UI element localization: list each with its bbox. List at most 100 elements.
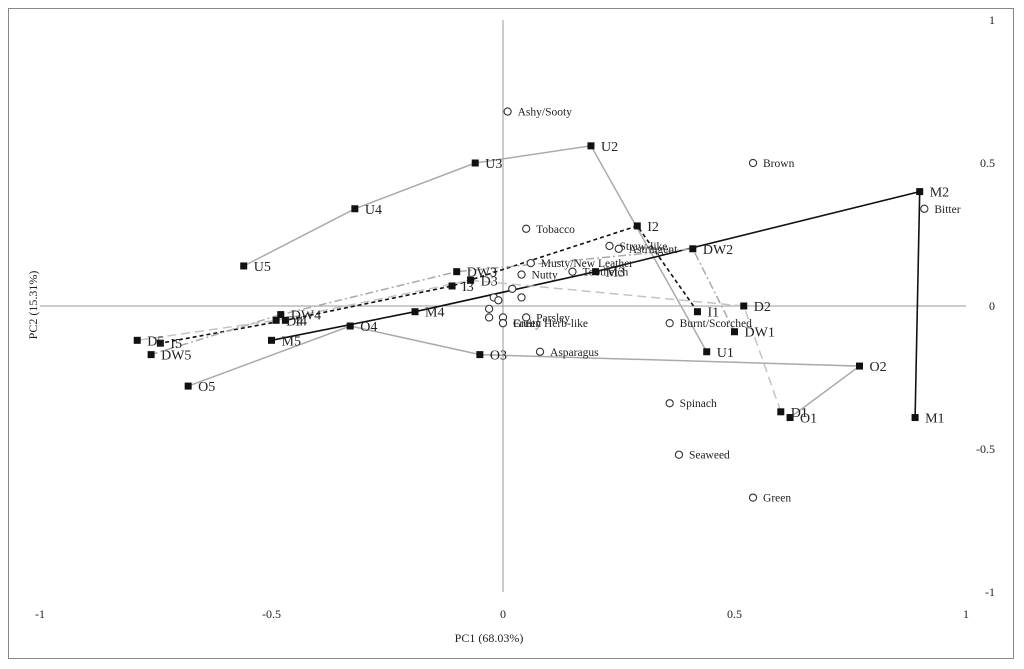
sample-marker <box>731 328 738 336</box>
y-tick-label: 0 <box>989 299 995 313</box>
attribute-marker <box>920 204 929 213</box>
sample-label: I1 <box>707 306 719 321</box>
series-line-dw <box>150 248 736 356</box>
sample-label: DW2 <box>703 243 733 258</box>
series-line-m <box>271 190 921 418</box>
sample-label: M1 <box>925 412 944 427</box>
sample-marker <box>592 268 600 276</box>
attribute-label: Burnt/Scorched <box>680 318 752 330</box>
sample-marker <box>156 339 164 347</box>
sample-marker <box>281 316 289 324</box>
attribute-marker <box>526 258 535 268</box>
attribute-label: Tobacco <box>536 224 575 236</box>
attribute-marker <box>568 267 577 276</box>
attribute-marker <box>748 493 758 502</box>
attribute-label: Musty/New Leather <box>541 258 633 270</box>
sample-marker <box>133 336 141 344</box>
attribute-label: Nutty <box>532 270 558 282</box>
attribute-marker <box>503 107 512 116</box>
sample-label: I3 <box>462 280 474 295</box>
attribute-marker <box>522 224 531 233</box>
x-tick-label: 0 <box>500 607 506 621</box>
attribute-marker <box>498 319 508 328</box>
attribute-label: Astringent <box>629 244 678 256</box>
sample-label: O3 <box>490 349 507 364</box>
attribute-marker <box>674 450 684 459</box>
attribute-label: Asparagus <box>550 347 599 359</box>
sample-label: O1 <box>800 412 817 427</box>
sample-label: DW4 <box>291 309 321 324</box>
sample-marker <box>411 308 419 316</box>
attribute-marker <box>605 241 614 251</box>
sample-label: U5 <box>254 260 271 275</box>
attribute-marker <box>484 304 494 314</box>
attribute-marker <box>508 284 517 293</box>
attribute-marker <box>494 296 503 305</box>
attribute-label: Bitter <box>934 204 960 216</box>
sample-marker <box>633 222 641 230</box>
sample-marker <box>689 245 697 253</box>
attribute-label: Green <box>763 493 791 505</box>
attribute-label: Straw-like <box>619 241 667 253</box>
sample-marker <box>740 302 748 310</box>
sample-marker <box>587 142 595 150</box>
sample-label: U1 <box>717 346 734 361</box>
x-tick-label: -0.5 <box>262 607 281 621</box>
series-line-d <box>137 279 782 413</box>
attribute-label: Seaweed <box>689 450 730 462</box>
sample-marker <box>476 351 484 359</box>
axes: -1 -0.5 0 0.5 1 1 0.5 0 -0.5 -1 <box>35 13 995 621</box>
attribute-marker <box>535 347 545 356</box>
sample-label: M4 <box>425 306 444 321</box>
attribute-label: Ashy/Sooty <box>518 107 573 119</box>
sample-label: O5 <box>198 380 215 395</box>
sample-label: DW3 <box>467 266 497 281</box>
sample-marker <box>277 311 285 319</box>
sample-marker <box>147 351 155 359</box>
sample-label: U3 <box>485 157 502 172</box>
attribute-marker <box>517 293 526 302</box>
series-lines <box>137 144 921 419</box>
sample-label: O2 <box>870 360 887 375</box>
sample-marker <box>240 262 248 270</box>
sample-marker <box>268 336 275 344</box>
attribute-label: Green Herb-like <box>513 318 588 330</box>
sample-label: D4 <box>286 314 303 329</box>
sample-label: D1 <box>791 406 808 421</box>
sample-label: O4 <box>360 320 377 335</box>
chart-frame <box>8 8 1014 659</box>
sample-marker <box>777 408 785 416</box>
attribute-marker <box>665 399 674 408</box>
sample-label: DW1 <box>745 326 775 341</box>
sample-marker <box>856 362 864 370</box>
x-axis-label: PC1 (68.03%) <box>455 631 524 645</box>
attribute-marker <box>522 313 531 322</box>
sample-marker <box>471 159 479 167</box>
sample-marker <box>786 414 794 422</box>
sample-marker <box>916 188 924 196</box>
sample-label: M2 <box>930 186 949 201</box>
sample-label: I5 <box>170 337 182 352</box>
sample-label: U4 <box>365 203 382 218</box>
sample-label: D3 <box>481 274 498 289</box>
y-tick-label: -1 <box>985 585 995 599</box>
sample-marker <box>272 316 280 324</box>
series-line-i <box>160 224 699 344</box>
attribute-marker <box>517 270 526 279</box>
sample-label: I4 <box>295 314 307 329</box>
attribute-marker <box>614 244 623 253</box>
sample-label: D2 <box>754 300 771 315</box>
sample-marker <box>693 308 701 316</box>
sample-marker <box>448 282 456 290</box>
x-tick-label: -1 <box>35 607 45 621</box>
x-tick-label: 1 <box>963 607 969 621</box>
y-tick-label: -0.5 <box>976 442 995 456</box>
sample-marker <box>703 348 711 356</box>
sample-label: M5 <box>282 334 301 349</box>
attribute-label: Parsley <box>536 312 570 324</box>
y-tick-label: 1 <box>989 13 995 27</box>
attribute-marker <box>748 158 758 168</box>
attribute-marker <box>484 313 494 322</box>
attribute-marker <box>665 319 674 328</box>
